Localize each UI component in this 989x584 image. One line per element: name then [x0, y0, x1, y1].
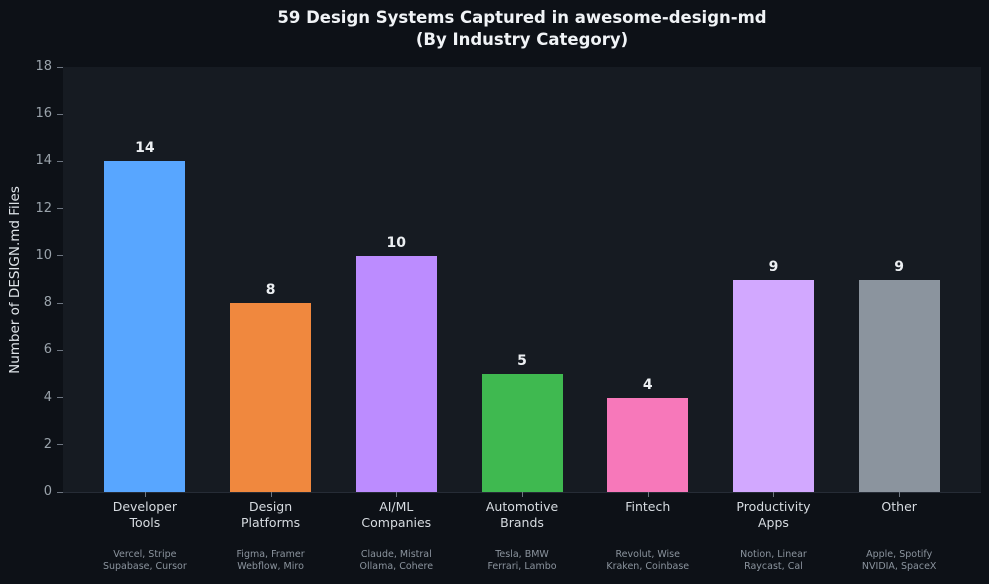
y-tick-label: 0 [43, 484, 52, 499]
bar-value-label: 9 [768, 258, 779, 275]
category-label: AI/ML Companies [361, 499, 432, 530]
bar-column: 10 [333, 67, 459, 497]
x-tick-mark [899, 492, 901, 497]
category-examples: Apple, Spotify NVIDIA, SpaceX [861, 549, 937, 572]
bar-column: 14 [82, 67, 208, 497]
y-tick-label: 8 [43, 295, 52, 311]
y-tick-mark [57, 113, 63, 115]
x-category: Design Platforms Figma, Framer Webflow, M… [208, 499, 334, 573]
category-examples: Tesla, BMW Ferrari, Lambo [487, 549, 557, 572]
category-label: Fintech [625, 499, 671, 514]
plot-area: 0 2 4 6 8 10 12 14 16 18 14 8 10 5 4 9 9 [35, 59, 981, 499]
bar-value-label: 9 [894, 258, 905, 275]
x-category: Developer Tools Vercel, Stripe Supabase, … [82, 499, 208, 573]
bar-value-label: 14 [135, 140, 155, 157]
bar [481, 373, 563, 492]
category-label: Automotive Brands [485, 499, 559, 530]
bar-column: 4 [585, 67, 711, 497]
category-label: Other [881, 499, 917, 514]
y-tick-mark [57, 302, 63, 304]
y-tick-label: 12 [35, 200, 52, 216]
y-tick-label: 14 [35, 153, 52, 169]
x-tick-mark [396, 492, 398, 497]
bar [607, 397, 689, 492]
bar [858, 279, 940, 492]
y-tick-label: 16 [35, 106, 52, 122]
category-label: Design Platforms [240, 499, 301, 530]
category-examples: Figma, Framer Webflow, Miro [236, 549, 305, 572]
bar-value-label: 8 [265, 282, 276, 299]
x-category: Fintech Revolut, Wise Kraken, Coinbase [585, 499, 711, 573]
bar-column: 9 [711, 67, 837, 497]
y-tick: 12 [28, 201, 63, 217]
y-tick-mark [57, 160, 63, 162]
y-tick-label: 6 [43, 342, 52, 358]
y-tick-mark [57, 208, 63, 210]
y-axis-label: Number of DESIGN.md Files [7, 186, 23, 374]
y-tick-label: 18 [35, 59, 52, 74]
x-category: Automotive Brands Tesla, BMW Ferrari, Lam… [459, 499, 585, 573]
bars-row: 14 8 10 5 4 9 9 [63, 67, 981, 497]
y-tick-mark [57, 491, 63, 493]
chart-title-line1: 59 Design Systems Captured in awesome-de… [277, 8, 767, 27]
category-label: Productivity Apps [736, 499, 811, 530]
bar [355, 255, 437, 492]
bar-column: 9 [836, 67, 962, 497]
category-examples: Claude, Mistral Ollama, Cohere [359, 549, 434, 572]
y-tick-mark [57, 66, 63, 68]
bar-value-label: 10 [386, 234, 407, 251]
y-tick-mark [57, 444, 63, 446]
bar [230, 303, 312, 492]
y-tick-mark [57, 255, 63, 257]
y-tick-label: 4 [43, 389, 52, 405]
chart-title-line2: (By Industry Category) [415, 30, 629, 49]
bar-value-label: 5 [517, 352, 527, 369]
y-tick-mark [57, 349, 63, 351]
bar-column: 5 [459, 67, 585, 497]
x-category: AI/ML Companies Claude, Mistral Ollama, C… [333, 499, 459, 573]
y-tick: 18 [28, 59, 63, 75]
category-examples: Vercel, Stripe Supabase, Cursor [102, 549, 187, 572]
y-tick-label: 10 [35, 247, 52, 263]
x-tick-mark [647, 492, 649, 497]
y-tick: 6 [28, 342, 63, 358]
chart-title: 59 Design Systems Captured in awesome-de… [63, 7, 981, 51]
bar [104, 161, 186, 492]
y-tick-label: 2 [43, 436, 52, 452]
y-tick: 14 [28, 153, 63, 169]
y-tick: 2 [28, 437, 63, 453]
y-tick-mark [57, 397, 63, 399]
bar [732, 279, 814, 492]
y-tick: 16 [28, 106, 63, 122]
category-examples: Revolut, Wise Kraken, Coinbase [606, 549, 690, 572]
bar-value-label: 4 [642, 376, 653, 393]
y-tick: 10 [28, 248, 63, 264]
category-label: Developer Tools [112, 499, 177, 530]
x-tick-mark [144, 492, 146, 497]
x-tick-mark [270, 492, 272, 497]
y-tick: 8 [28, 295, 63, 311]
x-tick-mark [522, 492, 524, 497]
y-tick: 4 [28, 390, 63, 406]
y-tick: 0 [28, 484, 63, 500]
bar-column: 8 [208, 67, 334, 497]
category-examples: Notion, Linear Raycast, Cal [740, 549, 807, 572]
x-tick-mark [773, 492, 775, 497]
x-labels-row: Developer Tools Vercel, Stripe Supabase, … [63, 499, 981, 573]
x-category: Other Apple, Spotify NVIDIA, SpaceX [836, 499, 962, 573]
x-category: Productivity Apps Notion, Linear Raycast,… [711, 499, 837, 573]
